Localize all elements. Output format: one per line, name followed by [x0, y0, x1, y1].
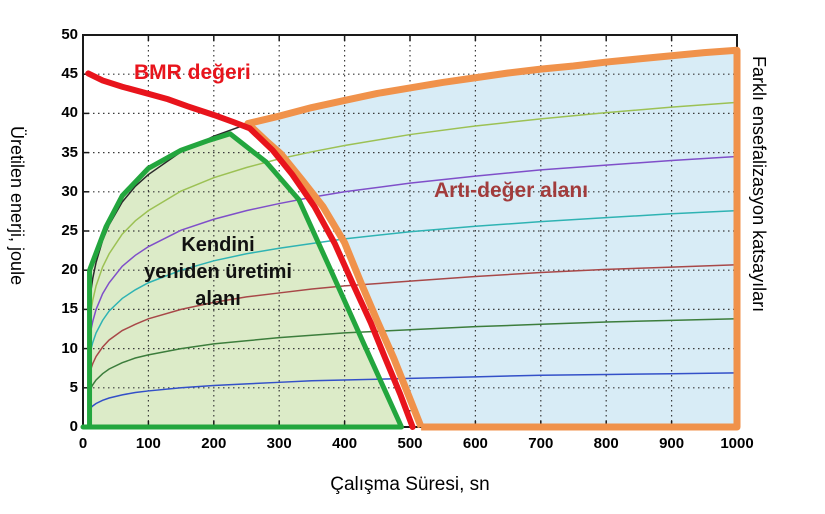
- encephalization-curve-1: [87, 372, 738, 412]
- y-axis-label-left: Üretilen enerji, joule: [7, 126, 27, 286]
- y-tick-label: 10: [61, 339, 78, 357]
- encephalization-curve-3: [87, 263, 738, 379]
- x-tick-label: 700: [528, 435, 554, 452]
- bmr-curve-label: BMR değeri: [134, 61, 251, 84]
- y-tick-label: 25: [61, 222, 78, 239]
- encephalization-curve-5: [87, 155, 738, 346]
- y-tick-label: 20: [61, 261, 78, 279]
- y-tick-label: 35: [61, 143, 78, 161]
- y-tick-label: 40: [61, 104, 78, 122]
- encephalization-curve-2: [87, 318, 738, 395]
- x-tick-label: 1000: [720, 435, 754, 452]
- surplus-area-fill: [247, 48, 738, 427]
- x-tick-label: 400: [332, 435, 358, 452]
- x-tick-label: 100: [135, 435, 161, 452]
- x-tick-label: 300: [266, 435, 292, 452]
- self-area-fill: [83, 133, 402, 427]
- y-tick-label: 50: [61, 26, 78, 43]
- x-tick-label: 200: [201, 435, 227, 452]
- bmr-curve: [85, 70, 416, 430]
- y-tick-label: 0: [69, 418, 78, 435]
- surplus-area-border: [244, 46, 741, 431]
- encephalization-curve-4: [87, 209, 738, 363]
- encephalization-curve-6: [87, 101, 738, 330]
- x-tick-label: 900: [659, 435, 685, 452]
- x-tick-label: 600: [462, 435, 488, 452]
- y-axis-label-right: Farklı ensefalizasyon katsayıları: [749, 56, 769, 313]
- x-tick-label: 0: [78, 435, 88, 452]
- y-tick-label: 5: [69, 378, 78, 396]
- self-area-border: [80, 131, 404, 430]
- x-tick-label: 500: [397, 435, 423, 452]
- y-tick-label: 15: [61, 300, 78, 318]
- y-tick-label: 45: [61, 65, 78, 83]
- x-axis-label: Çalışma Süresi, sn: [330, 474, 490, 495]
- y-tick-label: 30: [61, 182, 78, 200]
- x-tick-label: 800: [593, 435, 619, 452]
- surplus-value-area-label: Artı-değer alanı: [434, 179, 589, 202]
- self-reproduction-area-label: Kendini yeniden üretimi alanı: [144, 234, 292, 310]
